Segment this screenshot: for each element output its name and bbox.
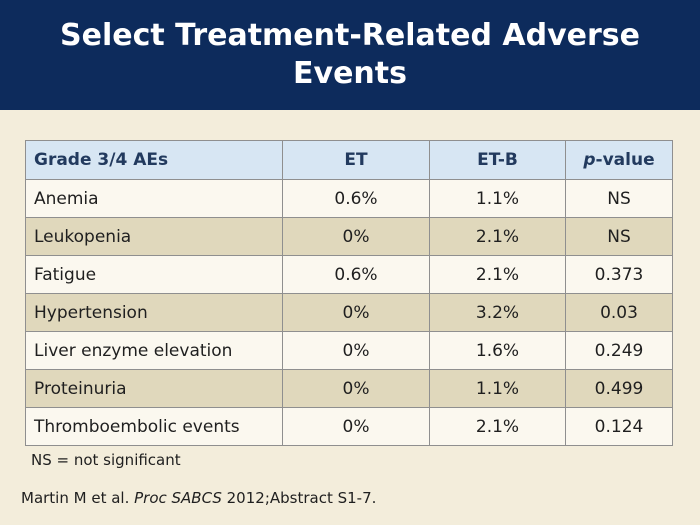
et-value: 0% (282, 369, 430, 408)
et-b-value: 1.1% (429, 179, 566, 218)
table-row: Fatigue 0.6% 2.1% 0.373 (25, 255, 673, 294)
ae-name: Fatigue (25, 255, 283, 294)
table-row: Liver enzyme elevation 0% 1.6% 0.249 (25, 331, 673, 370)
et-b-value: 1.6% (429, 331, 566, 370)
citation-authors: Martin M et al. (21, 489, 135, 507)
p-value: 0.03 (565, 293, 673, 332)
et-value: 0% (282, 407, 430, 446)
et-value: 0% (282, 293, 430, 332)
et-b-value: 2.1% (429, 407, 566, 446)
p-letter: p (583, 150, 596, 170)
citation: Martin M et al. Proc SABCS 2012;Abstract… (21, 489, 376, 507)
table-row: Hypertension 0% 3.2% 0.03 (25, 293, 673, 332)
ae-name: Hypertension (25, 293, 283, 332)
header-grade-aes: Grade 3/4 AEs (25, 140, 283, 180)
table-row: Proteinuria 0% 1.1% 0.499 (25, 369, 673, 408)
ae-name: Anemia (25, 179, 283, 218)
citation-journal: Proc SABCS (134, 489, 222, 507)
p-value: 0.124 (565, 407, 673, 446)
et-b-value: 1.1% (429, 369, 566, 408)
ae-name: Proteinuria (25, 369, 283, 408)
table-row: Thromboembolic events 0% 2.1% 0.124 (25, 407, 673, 446)
et-b-value: 3.2% (429, 293, 566, 332)
et-value: 0% (282, 331, 430, 370)
slide-title: Select Treatment-Related Adverse Events (60, 18, 640, 91)
ae-name: Liver enzyme elevation (25, 331, 283, 370)
table-row: Anemia 0.6% 1.1% NS (25, 179, 673, 218)
citation-details: 2012;Abstract S1-7. (221, 489, 377, 507)
et-value: 0% (282, 217, 430, 256)
table-header-row: Grade 3/4 AEs ET ET-B p-value (25, 140, 673, 180)
p-value: 0.499 (565, 369, 673, 408)
p-value: NS (565, 179, 673, 218)
p-value-suffix: -value (595, 150, 655, 170)
title-bar: Select Treatment-Related Adverse Events (0, 0, 700, 110)
ae-name: Thromboembolic events (25, 407, 283, 446)
adverse-events-table: Grade 3/4 AEs ET ET-B p-value Anemia 0.6… (25, 140, 673, 446)
header-et-b: ET-B (429, 140, 566, 180)
et-b-value: 2.1% (429, 255, 566, 294)
p-value: 0.249 (565, 331, 673, 370)
p-value: 0.373 (565, 255, 673, 294)
table-row: Leukopenia 0% 2.1% NS (25, 217, 673, 256)
ae-name: Leukopenia (25, 217, 283, 256)
et-value: 0.6% (282, 255, 430, 294)
header-et: ET (282, 140, 430, 180)
footnote: NS = not significant (31, 451, 181, 469)
p-value: NS (565, 217, 673, 256)
et-value: 0.6% (282, 179, 430, 218)
et-b-value: 2.1% (429, 217, 566, 256)
ae-table-container: Grade 3/4 AEs ET ET-B p-value Anemia 0.6… (25, 140, 673, 446)
header-p-value: p-value (565, 140, 673, 180)
